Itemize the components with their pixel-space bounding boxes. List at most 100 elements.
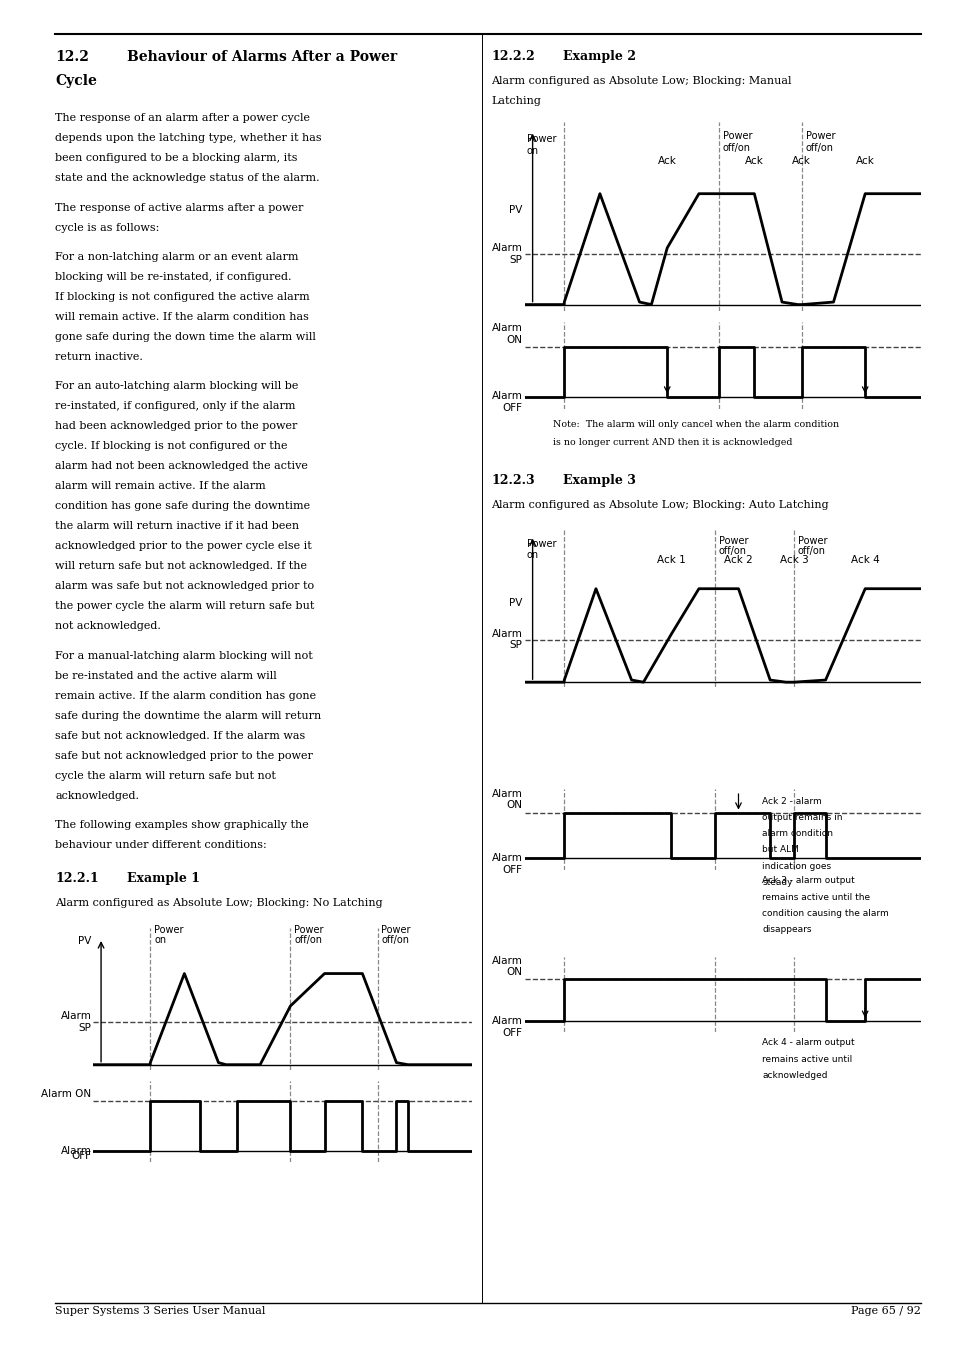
- Text: 12.2.1: 12.2.1: [55, 872, 99, 886]
- Text: state and the acknowledge status of the alarm.: state and the acknowledge status of the …: [55, 173, 319, 184]
- Text: Example 2: Example 2: [562, 50, 636, 63]
- Text: If blocking is not configured the active alarm: If blocking is not configured the active…: [55, 292, 310, 302]
- Text: For a manual-latching alarm blocking will not: For a manual-latching alarm blocking wil…: [55, 651, 313, 660]
- Text: Power
on: Power on: [526, 135, 556, 157]
- Text: output remains in: output remains in: [761, 813, 841, 822]
- Text: Ack 3: Ack 3: [779, 555, 807, 566]
- Text: Alarm
ON: Alarm ON: [492, 323, 522, 344]
- Text: Power: Power: [797, 536, 826, 545]
- Text: will remain active. If the alarm condition has: will remain active. If the alarm conditi…: [55, 312, 309, 323]
- Text: Power
on: Power on: [526, 539, 556, 560]
- Text: acknowledged: acknowledged: [761, 1071, 827, 1080]
- Text: safe but not acknowledged. If the alarm was: safe but not acknowledged. If the alarm …: [55, 730, 305, 741]
- Text: 12.2.3: 12.2.3: [491, 474, 535, 487]
- Text: The response of active alarms after a power: The response of active alarms after a po…: [55, 202, 303, 213]
- Text: Alarm
OFF: Alarm OFF: [492, 392, 522, 413]
- Text: alarm condition: alarm condition: [761, 829, 832, 838]
- Text: indication goes: indication goes: [761, 861, 830, 871]
- Text: Ack: Ack: [658, 157, 676, 166]
- Text: Power: Power: [154, 925, 183, 936]
- Text: Power: Power: [805, 131, 835, 140]
- Text: off/on: off/on: [722, 143, 750, 154]
- Text: Alarm
SP: Alarm SP: [492, 243, 522, 265]
- Text: PV: PV: [78, 936, 91, 946]
- Text: The response of an alarm after a power cycle: The response of an alarm after a power c…: [55, 113, 310, 123]
- Text: off/on: off/on: [381, 936, 409, 945]
- Text: Ack: Ack: [792, 157, 810, 166]
- Text: acknowledged prior to the power cycle else it: acknowledged prior to the power cycle el…: [55, 541, 312, 551]
- Text: the power cycle the alarm will return safe but: the power cycle the alarm will return sa…: [55, 601, 314, 612]
- Text: For an auto-latching alarm blocking will be: For an auto-latching alarm blocking will…: [55, 382, 298, 391]
- Text: Example 1: Example 1: [127, 872, 200, 886]
- Text: will return safe but not acknowledged. If the: will return safe but not acknowledged. I…: [55, 562, 307, 571]
- Text: cycle the alarm will return safe but not: cycle the alarm will return safe but not: [55, 771, 276, 780]
- Text: remains active until the: remains active until the: [761, 892, 869, 902]
- Text: not acknowledged.: not acknowledged.: [55, 621, 161, 632]
- Text: Latching: Latching: [491, 96, 540, 105]
- Text: but ALM: but ALM: [761, 845, 799, 855]
- Text: Alarm configured as Absolute Low; Blocking: No Latching: Alarm configured as Absolute Low; Blocki…: [55, 898, 382, 909]
- Text: blocking will be re-instated, if configured.: blocking will be re-instated, if configu…: [55, 273, 292, 282]
- Text: 12.2: 12.2: [55, 50, 90, 63]
- Text: Note:  The alarm will only cancel when the alarm condition: Note: The alarm will only cancel when th…: [553, 420, 839, 429]
- Text: Ack 3 - alarm output: Ack 3 - alarm output: [761, 876, 854, 886]
- Text: safe during the downtime the alarm will return: safe during the downtime the alarm will …: [55, 710, 321, 721]
- Text: Ack 4: Ack 4: [850, 555, 879, 566]
- Text: Ack 1: Ack 1: [656, 555, 685, 566]
- Text: on: on: [154, 936, 166, 945]
- Text: is no longer current AND then it is acknowledged: is no longer current AND then it is ackn…: [553, 437, 792, 447]
- Text: safe but not acknowledged prior to the power: safe but not acknowledged prior to the p…: [55, 751, 313, 760]
- Text: The following examples show graphically the: The following examples show graphically …: [55, 819, 309, 830]
- Text: cycle is as follows:: cycle is as follows:: [55, 223, 159, 232]
- Text: Page 65 / 92: Page 65 / 92: [850, 1307, 920, 1316]
- Text: steady: steady: [761, 878, 792, 887]
- Text: For a non-latching alarm or an event alarm: For a non-latching alarm or an event ala…: [55, 252, 298, 262]
- Text: off/on: off/on: [797, 547, 825, 556]
- Text: remain active. If the alarm condition has gone: remain active. If the alarm condition ha…: [55, 691, 316, 701]
- Text: 12.2.2: 12.2.2: [491, 50, 535, 63]
- Text: return inactive.: return inactive.: [55, 352, 143, 362]
- Text: Alarm
OFF: Alarm OFF: [492, 1017, 522, 1038]
- Text: Power: Power: [381, 925, 411, 936]
- Text: Power: Power: [722, 131, 751, 140]
- Text: Ack: Ack: [855, 157, 874, 166]
- Text: condition has gone safe during the downtime: condition has gone safe during the downt…: [55, 501, 310, 512]
- Text: Alarm
SP: Alarm SP: [61, 1011, 91, 1033]
- Text: alarm will remain active. If the alarm: alarm will remain active. If the alarm: [55, 482, 266, 491]
- Text: Power: Power: [718, 536, 747, 545]
- Text: be re-instated and the active alarm will: be re-instated and the active alarm will: [55, 671, 276, 680]
- Text: PV: PV: [509, 598, 522, 608]
- Text: re-instated, if configured, only if the alarm: re-instated, if configured, only if the …: [55, 401, 295, 412]
- Text: Behaviour of Alarms After a Power: Behaviour of Alarms After a Power: [127, 50, 396, 63]
- Text: alarm was safe but not acknowledged prior to: alarm was safe but not acknowledged prio…: [55, 582, 314, 591]
- Text: PV: PV: [509, 205, 522, 215]
- Text: Alarm
OFF: Alarm OFF: [492, 853, 522, 875]
- Text: Ack 2: Ack 2: [723, 555, 752, 566]
- Text: cycle. If blocking is not configured or the: cycle. If blocking is not configured or …: [55, 441, 288, 451]
- Text: off/on: off/on: [294, 936, 322, 945]
- Text: Ack 4 - alarm output: Ack 4 - alarm output: [761, 1038, 854, 1048]
- Text: Alarm ON: Alarm ON: [41, 1089, 91, 1099]
- Text: Alarm
ON: Alarm ON: [492, 788, 522, 810]
- Text: behaviour under different conditions:: behaviour under different conditions:: [55, 840, 267, 850]
- Text: Ack: Ack: [744, 157, 763, 166]
- Text: acknowledged.: acknowledged.: [55, 791, 139, 801]
- Text: Example 3: Example 3: [562, 474, 635, 487]
- Text: been configured to be a blocking alarm, its: been configured to be a blocking alarm, …: [55, 154, 297, 163]
- Text: Alarm
ON: Alarm ON: [492, 956, 522, 977]
- Text: OFF: OFF: [71, 1152, 91, 1161]
- Text: Ack 2 - alarm: Ack 2 - alarm: [761, 796, 821, 806]
- Text: Alarm
SP: Alarm SP: [492, 629, 522, 651]
- Text: gone safe during the down time the alarm will: gone safe during the down time the alarm…: [55, 332, 315, 342]
- Text: Alarm configured as Absolute Low; Blocking: Manual: Alarm configured as Absolute Low; Blocki…: [491, 76, 791, 86]
- Text: depends upon the latching type, whether it has: depends upon the latching type, whether …: [55, 134, 321, 143]
- Text: Power: Power: [294, 925, 323, 936]
- Text: off/on: off/on: [805, 143, 833, 154]
- Text: off/on: off/on: [718, 547, 746, 556]
- Text: Super Systems 3 Series User Manual: Super Systems 3 Series User Manual: [55, 1307, 266, 1316]
- Text: condition causing the alarm: condition causing the alarm: [761, 909, 888, 918]
- Text: had been acknowledged prior to the power: had been acknowledged prior to the power: [55, 421, 297, 432]
- Text: the alarm will return inactive if it had been: the alarm will return inactive if it had…: [55, 521, 299, 532]
- Text: Alarm: Alarm: [61, 1146, 91, 1156]
- Text: alarm had not been acknowledged the active: alarm had not been acknowledged the acti…: [55, 462, 308, 471]
